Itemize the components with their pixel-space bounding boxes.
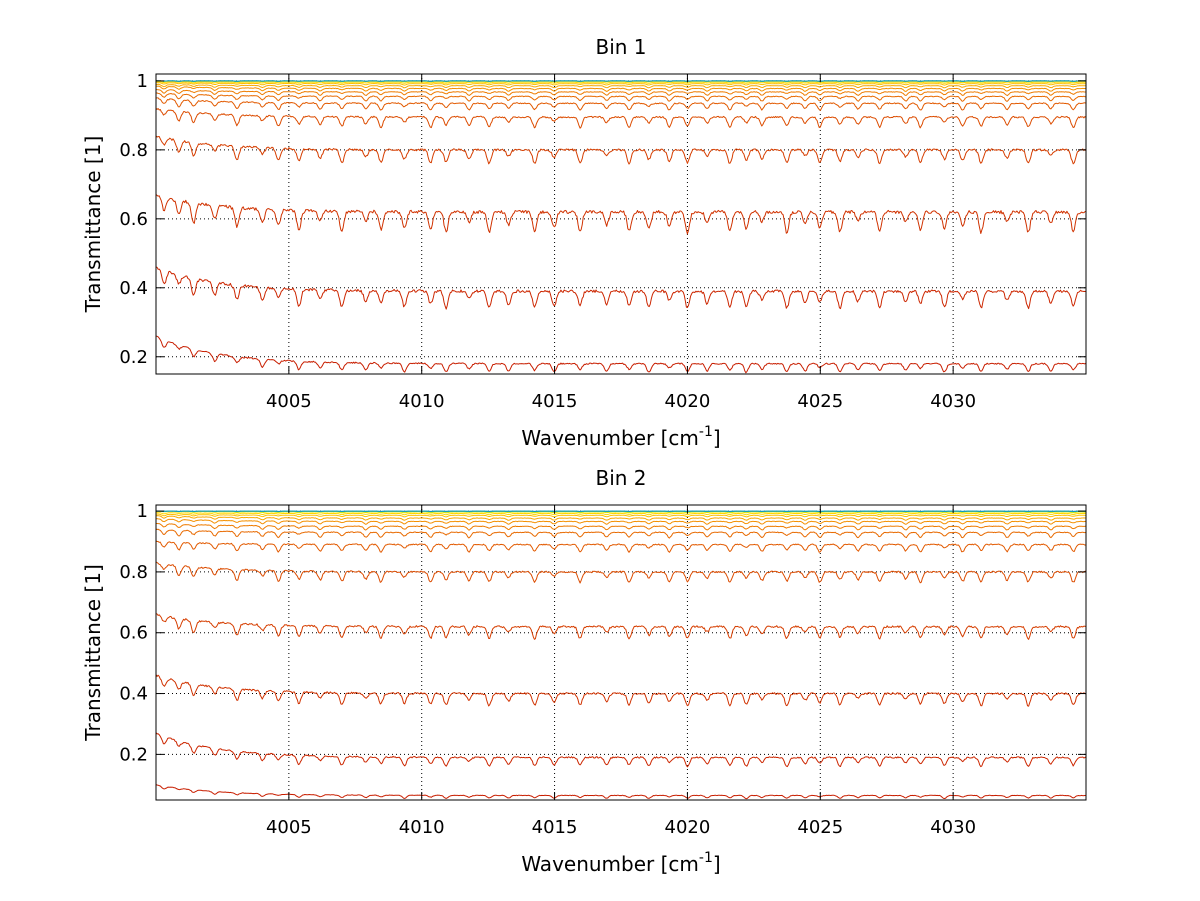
x-tick-label: 4015 xyxy=(532,391,578,412)
series-line-9 xyxy=(156,85,1086,92)
series-line-1 xyxy=(156,784,1086,800)
series-line-6 xyxy=(156,97,1086,111)
x-axis-label: Wavenumber [cm-1] xyxy=(521,850,720,876)
series-group xyxy=(156,80,1086,374)
x-tick-label: 4030 xyxy=(930,391,976,412)
series-line-10 xyxy=(156,515,1086,521)
series-line-7 xyxy=(156,92,1086,102)
series-group xyxy=(156,510,1086,800)
series-line-8 xyxy=(156,523,1086,531)
series-line-6 xyxy=(156,540,1086,553)
series-line-2 xyxy=(156,266,1086,310)
y-tick-label: 1 xyxy=(137,501,148,522)
y-tick-label: 0.8 xyxy=(119,562,148,583)
series-line-10 xyxy=(156,83,1086,89)
x-axis-label-superscript: -1 xyxy=(699,424,713,440)
y-axis-label: Transmittance [1] xyxy=(81,136,105,314)
x-axis-label-suffix: ] xyxy=(713,852,721,876)
x-axis-label-main: Wavenumber [cm xyxy=(521,852,699,876)
x-tick-label: 4030 xyxy=(930,817,976,838)
x-tick-label: 4005 xyxy=(266,391,312,412)
x-axis-label: Wavenumber [cm-1] xyxy=(521,424,720,450)
series-line-13 xyxy=(156,510,1086,514)
series-line-11 xyxy=(156,513,1086,518)
chart-title: Bin 1 xyxy=(595,35,646,59)
panel-bin-1: 4005 4010 4015 4020 4025 4030 0.2 0.4 0.6 0.8 1 Bin… xyxy=(81,35,1087,450)
series-line-8 xyxy=(156,89,1086,97)
series-line-9 xyxy=(156,518,1086,525)
y-tick-label: 1 xyxy=(137,71,148,92)
x-tick-label: 4025 xyxy=(797,817,843,838)
y-tick-label: 0.4 xyxy=(119,684,148,705)
series-line-4 xyxy=(156,135,1086,165)
y-tick-label: 0.4 xyxy=(119,278,148,299)
x-axis-label-superscript: -1 xyxy=(699,850,713,866)
x-axis-label-suffix: ] xyxy=(713,426,721,450)
x-tick-label: 4010 xyxy=(399,817,445,838)
y-tick-label: 0.2 xyxy=(119,744,148,765)
series-line-3 xyxy=(156,674,1086,707)
x-tick-label: 4025 xyxy=(797,391,843,412)
series-line-5 xyxy=(156,108,1086,129)
series-line-7 xyxy=(156,528,1086,539)
series-line-4 xyxy=(156,613,1086,640)
x-tick-label: 4020 xyxy=(665,817,711,838)
axes-box xyxy=(155,73,1087,375)
series-line-2 xyxy=(156,732,1086,768)
x-axis-label-main: Wavenumber [cm xyxy=(521,426,699,450)
series-line-12 xyxy=(156,512,1086,516)
x-tick-label: 4015 xyxy=(532,817,578,838)
panel-bin-2: 4005 4010 4015 4020 4025 4030 0.2 0.4 0.6 0.8 1 Bin… xyxy=(81,466,1087,876)
x-tick-label: 4005 xyxy=(266,817,312,838)
y-tick-label: 0.8 xyxy=(119,140,148,161)
y-tick-label: 0.6 xyxy=(119,623,148,644)
x-tick-label: 4020 xyxy=(665,391,711,412)
axes-box xyxy=(155,504,1087,801)
y-tick-label: 0.6 xyxy=(119,209,148,230)
y-axis-label: Transmittance [1] xyxy=(81,564,105,742)
x-tick-label: 4010 xyxy=(399,391,445,412)
series-line-5 xyxy=(156,561,1086,584)
series-line-3 xyxy=(156,194,1086,235)
series-line-12 xyxy=(156,81,1086,84)
y-tick-label: 0.2 xyxy=(119,347,148,368)
series-line-11 xyxy=(156,82,1086,86)
chart-title: Bin 2 xyxy=(595,466,646,490)
series-line-1 xyxy=(156,335,1086,374)
